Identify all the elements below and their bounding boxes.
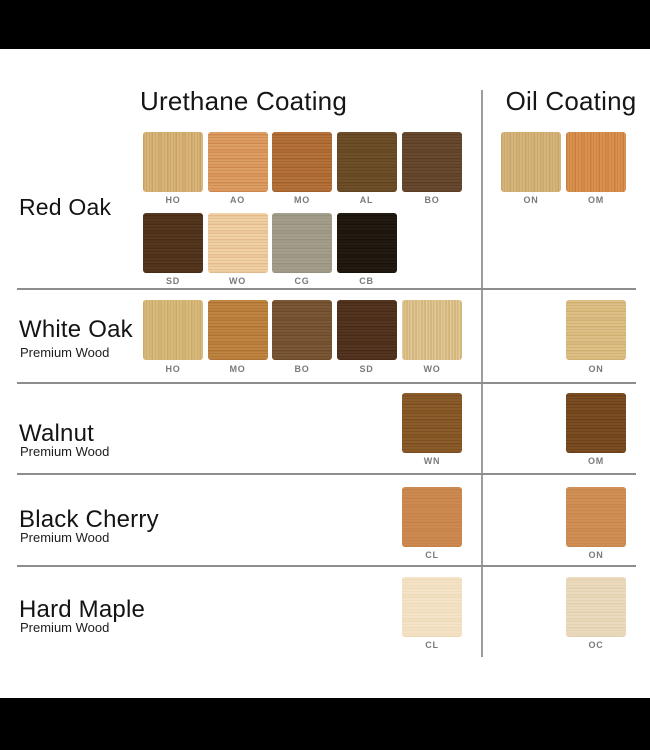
swatch-white-oak-bo — [272, 300, 332, 360]
section-divider-vertical — [481, 90, 483, 657]
row-title-walnut: Walnut — [19, 420, 95, 447]
letterbox-top — [0, 0, 650, 49]
swatch-red-oak-al — [336, 132, 397, 192]
swatch-code-label: AO — [230, 195, 245, 205]
row-subtitle-white-oak: Premium Wood — [20, 345, 110, 360]
swatch-code-label: CL — [425, 640, 439, 650]
row-title-black-cherry: Black Cherry — [19, 506, 159, 533]
swatch-hard-maple-cl — [402, 577, 462, 637]
row-divider — [17, 288, 636, 290]
swatch-code-label: SD — [166, 276, 180, 286]
swatch-red-oak-on — [501, 132, 561, 192]
row-divider — [17, 473, 636, 475]
swatch-black-cherry-cl — [402, 487, 462, 547]
swatch-white-oak-on — [566, 300, 626, 360]
swatch-red-oak-ho — [143, 132, 203, 192]
row-subtitle-hard-maple: Premium Wood — [20, 620, 110, 635]
oil-coating-header: Oil Coating — [505, 86, 637, 116]
urethane-coating-header: Urethane Coating — [140, 86, 347, 116]
swatch-white-oak-mo — [207, 300, 268, 360]
swatch-red-oak-sd — [143, 213, 203, 273]
swatch-red-oak-mo — [272, 132, 332, 192]
chart-content: Urethane Coating Oil Coating Red Oak HO AO… — [0, 49, 650, 698]
swatch-code-label: WO — [423, 364, 441, 374]
swatch-code-label: WN — [423, 456, 441, 466]
row-divider — [17, 382, 636, 384]
row-subtitle-black-cherry: Premium Wood — [20, 530, 110, 545]
swatch-red-oak-ao — [207, 132, 268, 192]
swatch-black-cherry-on — [566, 487, 626, 547]
row-title-white-oak: White Oak — [19, 316, 133, 343]
letterbox-bottom — [0, 698, 650, 750]
swatch-red-oak-cg — [272, 213, 332, 273]
swatch-code-label: CG — [294, 276, 310, 286]
swatch-walnut-om — [566, 393, 626, 453]
swatch-code-label: WO — [229, 276, 246, 286]
swatch-red-oak-wo — [207, 213, 268, 273]
swatch-code-label: ON — [523, 195, 539, 205]
row-subtitle-walnut: Premium Wood — [20, 444, 110, 459]
swatch-code-label: HO — [165, 364, 181, 374]
swatch-red-oak-cb — [336, 213, 397, 273]
swatch-white-oak-sd — [336, 300, 397, 360]
row-title-red-oak: Red Oak — [19, 194, 112, 220]
swatch-white-oak-wo — [402, 300, 462, 360]
swatch-code-label: CL — [425, 550, 439, 560]
swatch-code-label: BO — [424, 195, 440, 205]
swatch-code-label: HO — [165, 195, 181, 205]
swatch-code-label: SD — [359, 364, 374, 374]
swatch-code-label: MO — [294, 195, 310, 205]
swatch-code-label: OC — [588, 640, 604, 650]
swatch-white-oak-ho — [143, 300, 203, 360]
swatch-code-label: BO — [294, 364, 310, 374]
swatch-code-label: OM — [588, 456, 604, 466]
swatch-code-label: MO — [229, 364, 246, 374]
swatch-code-label: CB — [359, 276, 374, 286]
swatch-code-label: AL — [359, 195, 374, 205]
swatch-code-label: ON — [588, 364, 604, 374]
swatch-hard-maple-oc — [566, 577, 626, 637]
swatch-code-label: ON — [588, 550, 604, 560]
row-divider — [17, 565, 636, 567]
swatch-red-oak-om — [566, 132, 626, 192]
swatch-red-oak-bo — [402, 132, 462, 192]
row-title-hard-maple: Hard Maple — [19, 596, 146, 623]
swatch-walnut-wn — [402, 393, 462, 453]
swatch-code-label: OM — [588, 195, 604, 205]
